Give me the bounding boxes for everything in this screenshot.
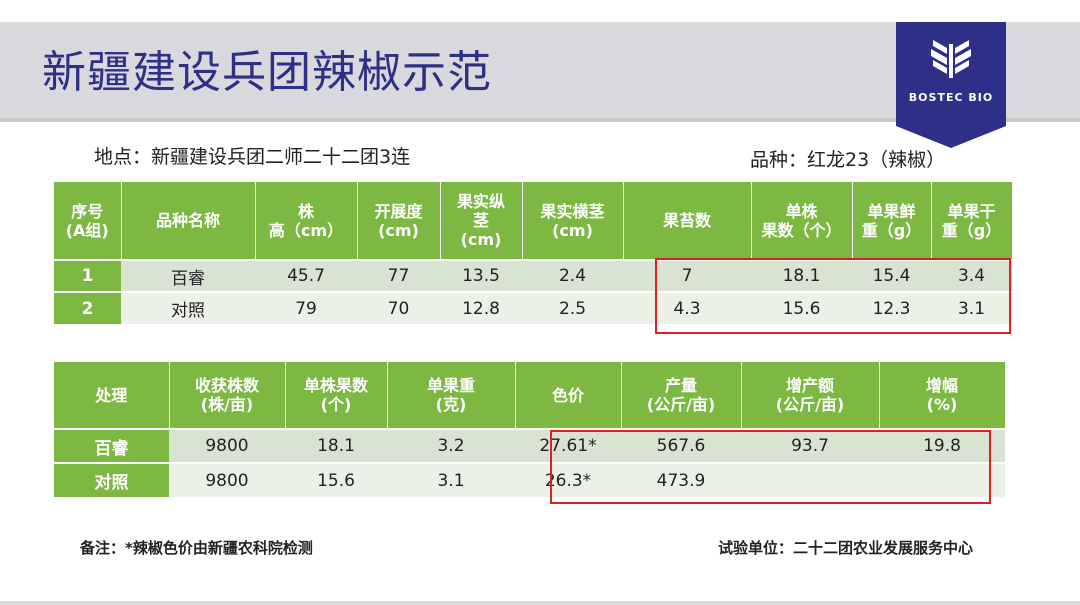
table-cell: 3.2: [387, 428, 515, 463]
table-row: 1 百睿 45.7 77 13.5 2.4 7 18.1 15.4 3.4: [54, 259, 1012, 292]
leaf-icon: [931, 40, 971, 78]
table-cell: 79: [255, 291, 357, 324]
table-cell: [741, 462, 879, 497]
table-cell: 15.6: [751, 291, 852, 324]
logo-text: BOSTEC BIO: [908, 91, 994, 104]
bostec-bio-logo: BOSTEC BIO: [896, 22, 1006, 148]
location-label: 地点：新疆建设兵团二师二十二团3连: [94, 146, 411, 168]
table-cell: 27.61*: [515, 428, 621, 463]
table-cell: 9800: [169, 428, 285, 463]
table-cell: 9800: [169, 462, 285, 497]
table-cell: 7: [623, 259, 751, 292]
column-header: 色价: [515, 362, 622, 429]
highlight-box-2: [550, 430, 991, 504]
column-header: 品种名称: [121, 182, 256, 260]
table-row: 对照 9800 15.6 3.1 26.3* 473.9: [54, 462, 1005, 497]
column-header: 收获株数 (株/亩): [169, 362, 286, 429]
column-header: 单株果数 (个): [285, 362, 388, 429]
table-row: 2 对照 79 70 12.8 2.5 4.3 15.6 12.3 3.1: [54, 291, 1012, 324]
footnote: 备注：*辣椒色价由新疆农科院检测: [80, 539, 313, 557]
column-header: 单果干 重（g）: [931, 182, 1013, 260]
plant-traits-table: 序号 (A组) 品种名称株高（cm） 开展度 (cm) 果实纵茎 (cm) 果实横茎 (cm) 果…: [54, 182, 1013, 324]
table-cell: 15.6: [285, 462, 387, 497]
column-header: 序号 (A组): [54, 182, 122, 260]
row-header-cell: 2: [54, 291, 121, 324]
row-header-cell: 对照: [54, 462, 169, 497]
table-cell: 15.4: [852, 259, 931, 292]
column-header: 单果重 (克): [387, 362, 516, 429]
table-cell: 473.9: [621, 462, 741, 497]
table-cell: 45.7: [255, 259, 357, 292]
page-title: 新疆建设兵团辣椒示范: [42, 47, 492, 98]
table-cell: 93.7: [741, 428, 879, 463]
table-cell: 2.4: [522, 259, 623, 292]
column-header: 增幅 (%): [879, 362, 1006, 429]
variety-label: 品种：红龙23（辣椒）: [750, 149, 946, 171]
table-cell: 18.1: [285, 428, 387, 463]
column-header: 处理: [54, 362, 170, 429]
column-header: 增产额 (公斤/亩): [741, 362, 880, 429]
table-cell: 70: [357, 291, 440, 324]
table-cell: 4.3: [623, 291, 751, 324]
logo-badge: [896, 22, 1006, 148]
organization: 试验单位：二十二团农业发展服务中心: [718, 539, 974, 557]
table-cell: 12.3: [852, 291, 931, 324]
bottom-rule: [0, 601, 1080, 605]
column-header: 产量 (公斤/亩): [621, 362, 742, 429]
column-header: 开展度 (cm): [357, 182, 441, 260]
table-cell: 77: [357, 259, 440, 292]
table-header-row: 序号 (A组) 品种名称株高（cm） 开展度 (cm) 果实纵茎 (cm) 果实横茎 (cm) 果…: [54, 182, 1013, 260]
column-header: 单株 果数（个）: [751, 182, 853, 260]
row-header-cell: 1: [54, 259, 121, 292]
column-header: 果实纵茎 (cm): [440, 182, 523, 260]
row-header-cell: 百睿: [54, 428, 169, 463]
highlight-box-1: [655, 258, 1011, 334]
table-cell: 百睿: [121, 259, 255, 292]
table-cell: 3.1: [387, 462, 515, 497]
table-cell: 对照: [121, 291, 255, 324]
table-cell: 3.4: [931, 259, 1012, 292]
column-header: 株高（cm）: [255, 182, 358, 260]
column-header: 果实横茎 (cm): [522, 182, 624, 260]
table-cell: [879, 462, 1005, 497]
column-header: 果苔数: [623, 182, 752, 260]
table-cell: 3.1: [931, 291, 1012, 324]
table-cell: 18.1: [751, 259, 852, 292]
table-header-row: 处理 收获株数 (株/亩) 单株果数 (个) 单果重 (克) 色价 产量 (公斤/亩) 增产额 (公斤…: [54, 362, 1006, 429]
table-row: 百睿 9800 18.1 3.2 27.61* 567.6 93.7 19.8: [54, 428, 1005, 463]
table-cell: 26.3*: [515, 462, 621, 497]
yield-table: 处理 收获株数 (株/亩) 单株果数 (个) 单果重 (克) 色价 产量 (公斤/亩) 增产额 (公斤…: [54, 362, 1006, 497]
table-cell: 2.5: [522, 291, 623, 324]
table-cell: 19.8: [879, 428, 1005, 463]
column-header: 单果鲜 重（g）: [852, 182, 932, 260]
table-cell: 12.8: [440, 291, 522, 324]
table-cell: 567.6: [621, 428, 741, 463]
table-cell: 13.5: [440, 259, 522, 292]
